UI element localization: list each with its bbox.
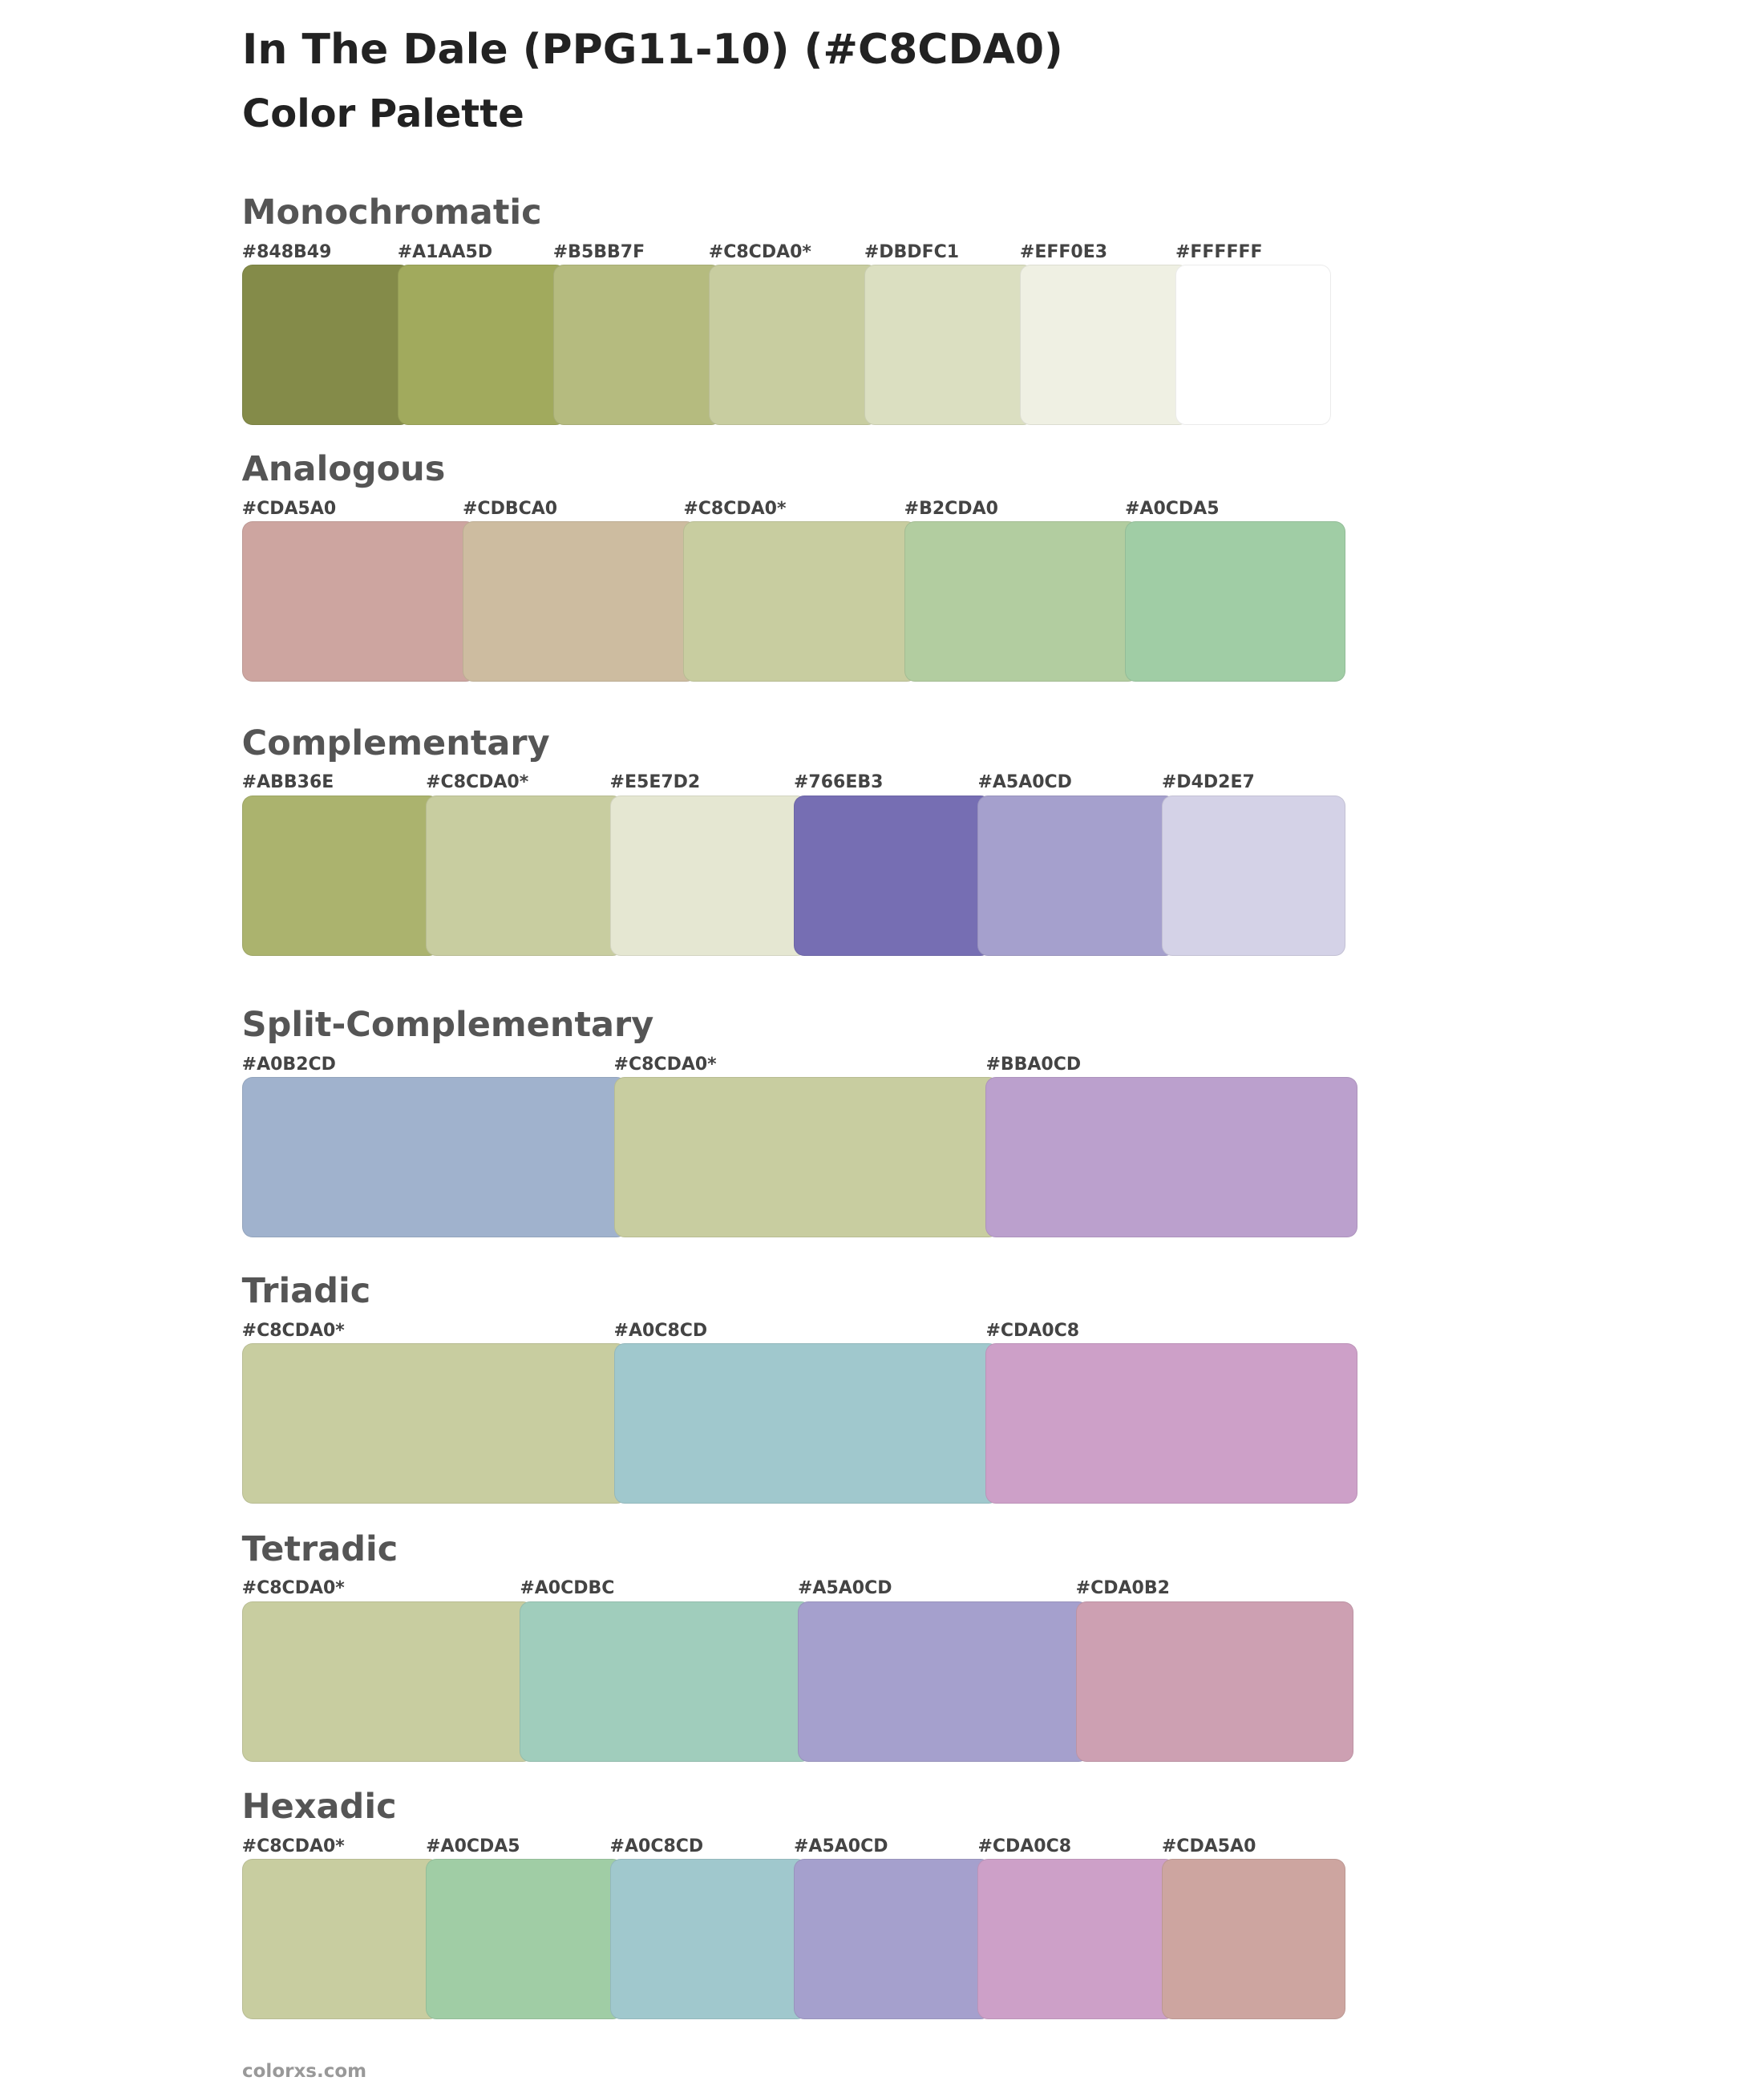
swatch[interactable]: [613, 1343, 1000, 1504]
swatch-label[interactable]: #BBA0CD: [985, 1055, 1082, 1075]
page-subtitle: Color Palette: [242, 91, 524, 136]
swatch[interactable]: [241, 795, 439, 956]
swatch-label[interactable]: #A5A0CD: [798, 1578, 892, 1599]
swatch-label[interactable]: #E5E7D2: [609, 772, 701, 793]
page-title: In The Dale (PPG11-10) (#C8CDA0): [242, 26, 1063, 74]
swatch[interactable]: [985, 1077, 1358, 1238]
swatch[interactable]: [241, 265, 411, 425]
section-title: Analogous: [241, 449, 446, 489]
swatch[interactable]: [552, 265, 722, 425]
swatch[interactable]: [1125, 521, 1346, 682]
swatch-label[interactable]: #C8CDA0*: [241, 1836, 345, 1856]
swatch-label[interactable]: #C8CDA0*: [708, 241, 811, 262]
swatch-label[interactable]: #766EB3: [794, 772, 884, 793]
swatch[interactable]: [241, 1859, 439, 2020]
swatch[interactable]: [708, 265, 878, 425]
swatch[interactable]: [1161, 795, 1346, 956]
swatch-label[interactable]: #A0C8CD: [613, 1320, 708, 1341]
footer-link[interactable]: colorxs.com: [242, 2061, 367, 2082]
swatch[interactable]: [613, 1077, 1000, 1238]
swatch-label[interactable]: #A0CDA5: [426, 1836, 520, 1856]
section-title: Monochromatic: [241, 192, 542, 233]
swatch[interactable]: [1161, 1859, 1346, 2020]
swatch[interactable]: [426, 1859, 624, 2020]
swatch-label[interactable]: #CDA5A0: [1161, 1836, 1256, 1856]
swatch-label[interactable]: #C8CDA0*: [613, 1055, 717, 1075]
swatch-label[interactable]: #B5BB7F: [552, 241, 645, 262]
swatch-label[interactable]: #848B49: [241, 241, 332, 262]
swatch-label[interactable]: #C8CDA0*: [683, 498, 787, 519]
swatch[interactable]: [1019, 265, 1189, 425]
swatch-label[interactable]: #A0B2CD: [241, 1055, 336, 1075]
section-title: Hexadic: [241, 1787, 397, 1828]
swatch[interactable]: [463, 521, 697, 682]
swatch[interactable]: [985, 1343, 1358, 1504]
swatch[interactable]: [609, 1859, 807, 2020]
swatch[interactable]: [1075, 1601, 1354, 1762]
swatch[interactable]: [609, 795, 807, 956]
swatch[interactable]: [397, 265, 567, 425]
swatch-label[interactable]: #ABB36E: [241, 772, 334, 793]
swatch-label[interactable]: #CDA5A0: [241, 498, 337, 519]
swatch-label[interactable]: #A5A0CD: [794, 1836, 888, 1856]
swatch[interactable]: [241, 1601, 533, 1762]
swatch-label[interactable]: #CDBCA0: [463, 498, 558, 519]
swatch[interactable]: [864, 265, 1034, 425]
swatch[interactable]: [977, 1859, 1175, 2020]
swatch-label[interactable]: #D4D2E7: [1161, 772, 1255, 793]
swatch-label[interactable]: #A5A0CD: [977, 772, 1072, 793]
swatch[interactable]: [794, 795, 992, 956]
swatch-label[interactable]: #A0CDBC: [520, 1578, 615, 1599]
swatch[interactable]: [241, 1077, 628, 1238]
swatch-label[interactable]: #CDA0C8: [977, 1836, 1072, 1856]
swatch[interactable]: [683, 521, 918, 682]
swatch-label[interactable]: #DBDFC1: [864, 241, 960, 262]
swatch-label[interactable]: #FFFFFF: [1175, 241, 1263, 262]
swatch[interactable]: [426, 795, 624, 956]
swatch-label[interactable]: #A0CDA5: [1125, 498, 1220, 519]
swatch-label[interactable]: #CDA0C8: [985, 1320, 1080, 1341]
swatch[interactable]: [794, 1859, 992, 2020]
swatch[interactable]: [241, 521, 476, 682]
section-title: Triadic: [241, 1271, 371, 1311]
swatch-label[interactable]: #C8CDA0*: [241, 1578, 345, 1599]
section-title: Split-Complementary: [241, 1005, 654, 1046]
section-title: Tetradic: [241, 1528, 399, 1569]
swatch[interactable]: [520, 1601, 811, 1762]
swatch-label[interactable]: #B2CDA0: [904, 498, 998, 519]
swatch[interactable]: [798, 1601, 1090, 1762]
swatch[interactable]: [241, 1343, 628, 1504]
swatch-label[interactable]: #C8CDA0*: [426, 772, 529, 793]
swatch-label[interactable]: #A1AA5D: [397, 241, 493, 262]
section-title: Complementary: [241, 723, 550, 763]
swatch-label[interactable]: #A0C8CD: [609, 1836, 704, 1856]
swatch-label[interactable]: #EFF0E3: [1019, 241, 1108, 262]
swatch[interactable]: [1175, 265, 1331, 425]
swatch[interactable]: [977, 795, 1175, 956]
swatch-label[interactable]: #CDA0B2: [1075, 1578, 1170, 1599]
swatch[interactable]: [904, 521, 1139, 682]
swatch-label[interactable]: #C8CDA0*: [241, 1320, 345, 1341]
